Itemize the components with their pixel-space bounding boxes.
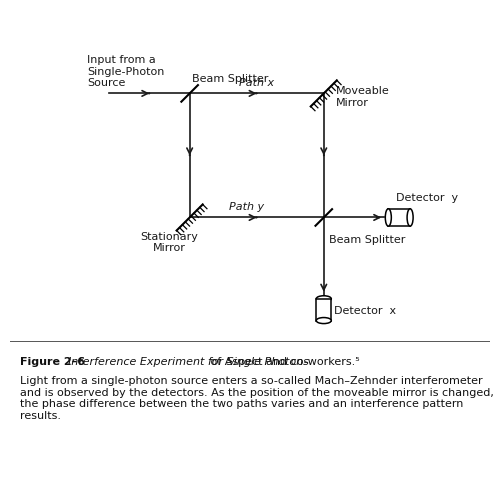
Text: Stationary
Mirror: Stationary Mirror [140,231,198,253]
Text: Detector  x: Detector x [334,307,396,316]
Text: Moveable
Mirror: Moveable Mirror [336,86,390,108]
Text: Detector  y: Detector y [396,194,458,204]
Ellipse shape [386,209,392,226]
Ellipse shape [407,209,413,226]
Text: Light from a single-photon source enters a so-called Mach–Zehnder interferometer: Light from a single-photon source enters… [20,376,494,421]
Text: Input from a
Single-Photon
Source: Input from a Single-Photon Source [88,55,165,89]
Bar [388,209,410,226]
Text: Beam Splitter: Beam Splitter [192,74,268,84]
Text: Path y: Path y [229,203,264,213]
Text: of Aspect and co-workers.⁵: of Aspect and co-workers.⁵ [206,357,359,367]
Text: Beam Splitter: Beam Splitter [329,235,405,245]
Text: Path x: Path x [239,79,274,89]
Text: Interference Experiment for Single Photons: Interference Experiment for Single Photo… [68,357,308,367]
Text: Figure 2–6: Figure 2–6 [20,357,85,367]
Ellipse shape [316,296,332,302]
Bar [316,299,332,320]
Ellipse shape [316,318,332,324]
